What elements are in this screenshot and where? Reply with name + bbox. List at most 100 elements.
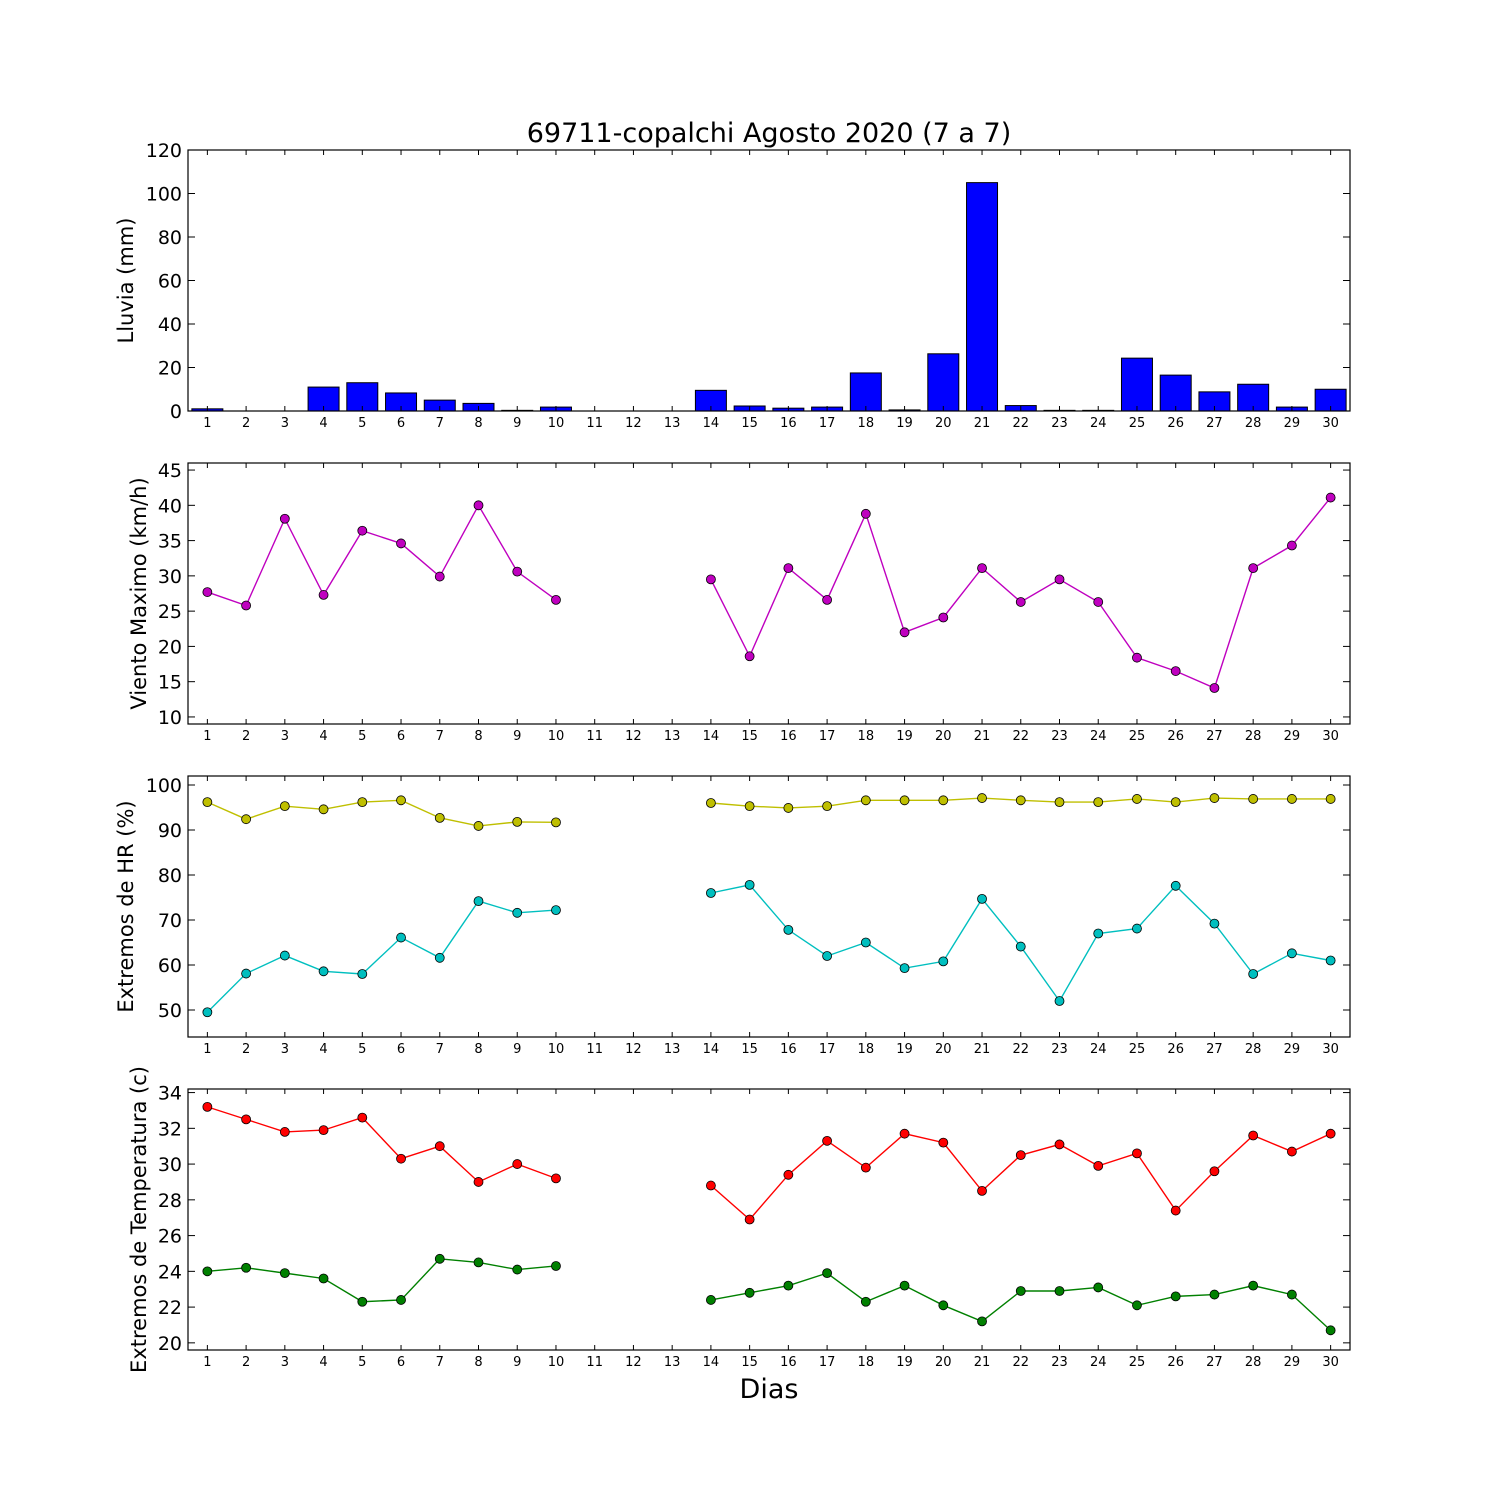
rain-x-tick-label: 22	[1012, 416, 1029, 431]
rain-y-tick-label: 80	[158, 227, 182, 249]
temperature-point	[202, 1101, 213, 1112]
rain-x-tick-label: 23	[1051, 416, 1068, 431]
rain-x-tick-label: 29	[1284, 416, 1301, 431]
rain-y-axis-label: Lluvia (mm)	[114, 218, 138, 344]
wind-x-tick-label: 17	[819, 729, 836, 744]
humidity-x-tick-label: 25	[1129, 1042, 1146, 1057]
wind-x-tick-label: 26	[1167, 729, 1184, 744]
humidity-point	[1132, 794, 1142, 804]
temperature-point	[241, 1262, 252, 1273]
rain-x-tick-label: 17	[819, 416, 836, 431]
temperature-x-tick-label: 15	[741, 1355, 758, 1370]
humidity-y-axis-label: Extremos de HR (%)	[114, 800, 138, 1012]
wind-point	[1054, 574, 1065, 585]
humidity-x-tick-label: 10	[548, 1042, 565, 1057]
humidity-point	[1093, 797, 1104, 807]
wind-point	[1132, 652, 1142, 663]
humidity-x-tick-label: 8	[474, 1042, 482, 1057]
temperature-point	[279, 1127, 290, 1137]
temperature-point	[551, 1173, 561, 1184]
wind-point	[783, 563, 794, 574]
wind-x-tick-label: 3	[281, 729, 289, 744]
humidity-point	[783, 803, 794, 813]
wind-point	[551, 594, 561, 605]
rain-x-tick-label: 24	[1090, 416, 1107, 431]
humidity-y-tick-label: 90	[158, 820, 182, 842]
temperature-point	[899, 1280, 910, 1291]
temperature-point	[1325, 1325, 1336, 1336]
humidity-point	[1054, 797, 1065, 807]
temperature-point	[512, 1264, 523, 1275]
temperature-x-tick-label: 22	[1012, 1355, 1029, 1370]
temperature-x-tick-label: 5	[358, 1355, 366, 1370]
humidity-x-tick-label: 7	[436, 1042, 444, 1057]
humidity-x-tick-label: 11	[586, 1042, 603, 1057]
humidity-point	[1132, 923, 1142, 934]
humidity-point	[938, 956, 949, 967]
temperature-x-tick-label: 21	[974, 1355, 991, 1370]
rain-bar	[1159, 374, 1192, 412]
temperature-point	[938, 1300, 949, 1311]
rain-x-tick-label: 26	[1167, 416, 1184, 431]
temperature-x-tick-label: 28	[1245, 1355, 1262, 1370]
wind-x-tick-label: 4	[319, 729, 327, 744]
humidity-point	[899, 963, 910, 974]
humidity-point	[202, 797, 213, 807]
humidity-y-tick-label: 70	[158, 910, 182, 932]
humidity-point	[744, 880, 755, 890]
temperature-y-tick-label: 22	[158, 1297, 182, 1319]
humidity-point	[899, 795, 910, 806]
temperature-x-tick-label: 26	[1167, 1355, 1184, 1370]
temperature-point	[1015, 1150, 1026, 1161]
rain-bar	[849, 372, 882, 412]
rain-x-tick-label: 7	[436, 416, 444, 431]
temperature-point	[822, 1268, 832, 1279]
humidity-x-tick-label: 26	[1167, 1042, 1184, 1057]
humidity-x-tick-label: 28	[1245, 1042, 1262, 1057]
temperature-x-tick-label: 30	[1322, 1355, 1339, 1370]
temperature-x-tick-label: 1	[203, 1355, 211, 1370]
temperature-point	[706, 1180, 716, 1191]
wind-series-line	[710, 497, 1332, 689]
temperature-x-tick-label: 7	[436, 1355, 444, 1370]
rain-x-tick-label: 11	[586, 416, 603, 431]
rain-x-tick-label: 18	[858, 416, 875, 431]
temperature-point	[1132, 1300, 1142, 1311]
temperature-point	[512, 1159, 523, 1169]
temperature-x-tick-label: 18	[858, 1355, 875, 1370]
wind-point	[396, 538, 406, 549]
humidity-point	[938, 795, 949, 806]
temperature-y-tick-label: 32	[158, 1118, 182, 1140]
wind-x-tick-label: 5	[358, 729, 366, 744]
humidity-point	[1093, 928, 1104, 939]
humidity-y-tick-label: 50	[158, 1000, 182, 1022]
humidity-point	[318, 804, 329, 815]
wind-point	[899, 627, 910, 638]
wind-x-tick-label: 10	[548, 729, 565, 744]
wind-x-tick-label: 8	[474, 729, 482, 744]
temperature-point	[899, 1128, 910, 1139]
humidity-point	[744, 801, 755, 812]
humidity-point	[1015, 795, 1026, 806]
temperature-y-tick-label: 26	[158, 1226, 182, 1248]
wind-x-tick-label: 12	[625, 729, 642, 744]
wind-x-tick-label: 22	[1012, 729, 1029, 744]
temperature-point	[822, 1135, 832, 1146]
wind-x-tick-label: 21	[974, 729, 991, 744]
temperature-point	[1170, 1205, 1181, 1216]
temperature-x-tick-label: 29	[1284, 1355, 1301, 1370]
wind-point	[1287, 540, 1297, 551]
wind-x-tick-label: 18	[858, 729, 875, 744]
humidity-point	[1170, 880, 1181, 891]
wind-y-tick-label: 45	[158, 460, 182, 482]
wind-y-axis-label: Viento Maximo (km/h)	[127, 477, 151, 709]
temperature-point	[1209, 1166, 1220, 1177]
humidity-y-tick-label: 60	[158, 955, 182, 977]
rain-panel: 1 2 3 4 5 6 7 8 9 10 11 12 13 14 15 16 17 18 19 20 21 22 23 24 2…	[114, 140, 1351, 431]
temperature-point	[396, 1295, 406, 1305]
wind-y-tick-label: 35	[158, 531, 182, 553]
temperature-y-tick-label: 24	[158, 1261, 182, 1283]
humidity-y-tick-label: 100	[146, 775, 182, 797]
humidity-point	[551, 817, 561, 828]
humidity-x-tick-label: 5	[358, 1042, 366, 1057]
